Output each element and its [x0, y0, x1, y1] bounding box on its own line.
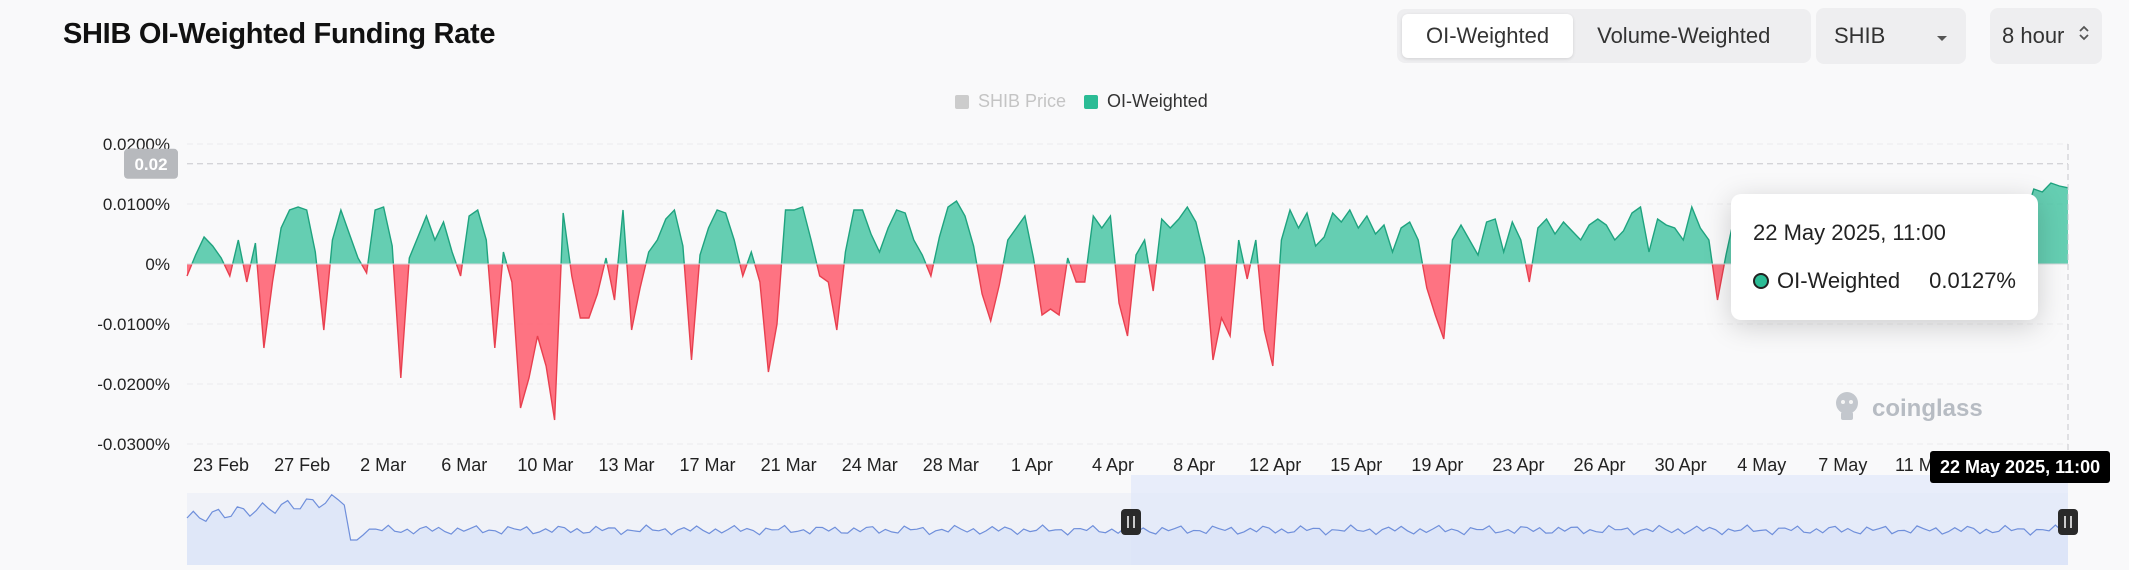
tooltip-date: 22 May 2025, 11:00	[1753, 220, 1946, 245]
y-tick-label: -0.0100%	[97, 315, 170, 334]
tooltip-row: OI-Weighted 0.0127%	[1753, 268, 2016, 294]
legend-swatch-oi-weighted	[1084, 94, 1099, 109]
coin-select-value: SHIB	[1834, 23, 1886, 48]
y-tick-label: -0.0200%	[97, 375, 170, 394]
crosshair-date-label: 22 May 2025, 11:00	[1930, 451, 2111, 483]
watermark-text: coinglass	[1872, 394, 1983, 422]
legend-label-price: SHIB Price	[978, 91, 1067, 111]
negative-line	[186, 264, 1998, 421]
period-select[interactable]: 8 hour	[1990, 8, 2102, 64]
tooltip-series-marker	[1753, 273, 1769, 289]
chart-tooltip: 22 May 2025, 11:00 OI-Weighted 0.0127%	[1731, 194, 2038, 320]
x-tick-label: 23 Feb	[193, 455, 249, 475]
x-tick-label: 10 Mar	[517, 455, 573, 475]
tab-volume-weighted[interactable]: Volume-Weighted	[1597, 23, 1771, 48]
tooltip-value: 0.0127%	[1929, 268, 2016, 293]
x-axis: 23 Feb 27 Feb 2 Mar 6 Mar 10 Mar 13 Mar 17 Mar…	[193, 455, 2035, 475]
y-marker-label: 0.02	[134, 155, 167, 174]
tab-oi-weighted[interactable]: OI-Weighted	[1402, 14, 1574, 58]
chart-overlays: 0.02	[124, 144, 2069, 480]
period-select-value: 8 hour	[2002, 23, 2065, 48]
y-axis: 0.0200%0.0100%0%-0.0100%-0.0200%-0.0300%	[97, 135, 170, 454]
x-tick-label: 4 Apr	[1092, 455, 1134, 475]
x-tick-label: 15 Apr	[1330, 455, 1382, 475]
y-marker-box	[124, 148, 178, 179]
legend-item-price[interactable]: SHIB Price	[955, 91, 1066, 112]
caret-down-icon	[1936, 23, 1948, 49]
x-tick-label: 8 Apr	[1173, 455, 1215, 475]
x-tick-label: 21 Mar	[761, 455, 817, 475]
chevron-updown-icon	[2078, 23, 2090, 49]
x-tick-label: 26 Apr	[1574, 455, 1626, 475]
x-tick-label: 7 May	[1818, 455, 1867, 475]
zoom-slider	[186, 475, 2078, 565]
legend-swatch-price	[955, 94, 969, 109]
x-tick-label: 17 Mar	[680, 455, 736, 475]
positive-area	[187, 183, 2068, 264]
page-title: SHIB OI-Weighted Funding Rate	[63, 18, 496, 50]
x-tick-label: 23 Apr	[1492, 455, 1544, 475]
x-tick-label: 13 Mar	[598, 455, 654, 475]
x-tick-label: 2 Mar	[360, 455, 406, 475]
chart-legend: SHIB Price OI-Weighted	[955, 91, 1208, 112]
y-tick-label: 0.0100%	[103, 195, 170, 214]
watermark: coinglass	[1830, 388, 1983, 429]
x-tick-label: 28 Mar	[923, 455, 979, 475]
x-tick-label: 24 Mar	[842, 455, 898, 475]
x-tick-label: 30 Apr	[1655, 455, 1707, 475]
legend-label-oi-weighted: OI-Weighted	[1107, 91, 1208, 111]
negative-area	[187, 264, 2068, 420]
x-tick-label: 12 Apr	[1249, 455, 1301, 475]
navigator-handle-right[interactable]	[2058, 509, 2078, 535]
x-tick-label: 1 Apr	[1011, 455, 1053, 475]
y-tick-label: -0.0300%	[97, 435, 170, 454]
navigator-handle-left[interactable]	[1121, 509, 1141, 535]
coinglass-logo-icon	[1830, 388, 1864, 429]
coin-select[interactable]: SHIB	[1816, 8, 1966, 64]
weighting-toggle: OI-Weighted Volume-Weighted	[1397, 9, 1811, 63]
x-tick-label: 27 Feb	[274, 455, 330, 475]
x-tick-label: 6 Mar	[441, 455, 487, 475]
y-tick-label: 0%	[145, 255, 170, 274]
tooltip-series-name: OI-Weighted	[1777, 268, 1901, 293]
x-tick-label: 4 May	[1737, 455, 1786, 475]
legend-item-oi-weighted[interactable]: OI-Weighted	[1084, 91, 1208, 112]
x-tick-label: 19 Apr	[1411, 455, 1463, 475]
